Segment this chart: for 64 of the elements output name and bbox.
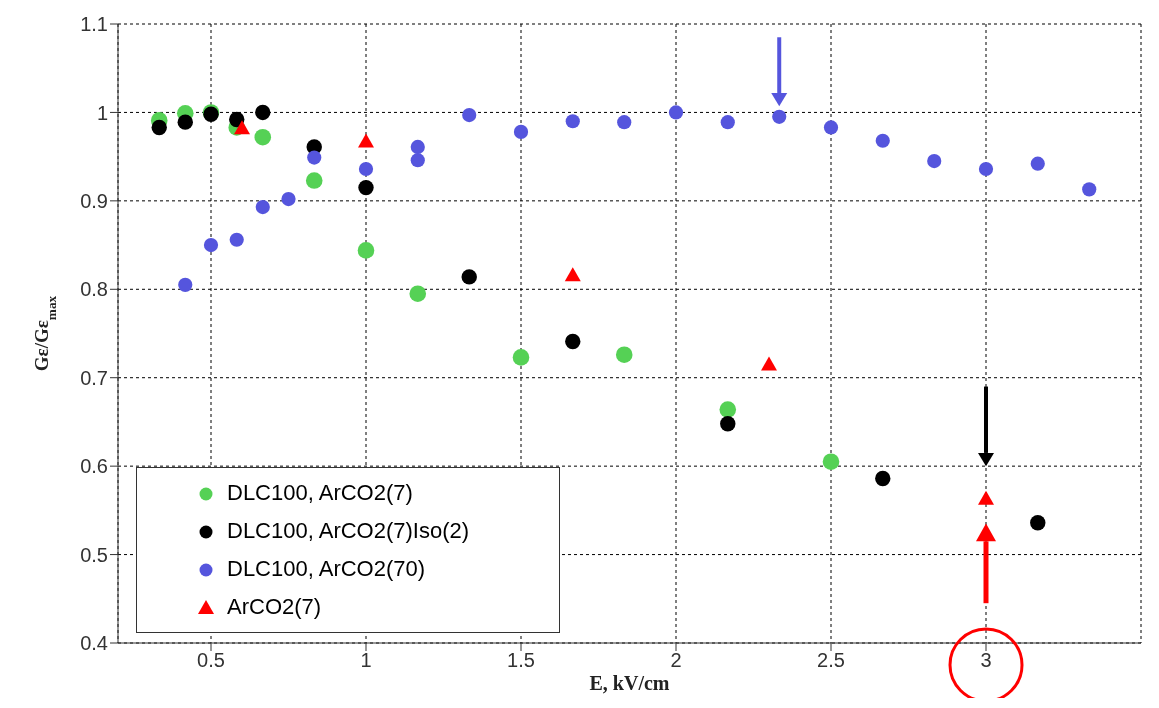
point <box>512 349 530 366</box>
point <box>410 139 425 155</box>
point <box>409 285 427 303</box>
point <box>565 333 581 350</box>
y-tick-label: 1.1 <box>80 13 108 36</box>
legend-label: DLC100, ArCO2(7) <box>227 480 413 506</box>
point <box>615 346 633 364</box>
point <box>823 120 839 135</box>
x-tick-label: 1 <box>360 649 372 672</box>
x-tick-label: 0.5 <box>197 649 225 672</box>
point <box>564 267 581 282</box>
legend-label: DLC100, ArCO2(70) <box>227 556 426 582</box>
y-tick-label: 0.9 <box>80 189 108 212</box>
legend-label: ArCO2(7) <box>227 594 322 620</box>
point <box>229 111 245 128</box>
y-tick-label: 0.6 <box>80 455 108 478</box>
point <box>151 119 167 136</box>
point <box>229 232 244 247</box>
point <box>719 401 737 418</box>
point <box>875 470 891 487</box>
point <box>1030 515 1046 531</box>
point <box>234 120 250 135</box>
y-tick-label: 0.4 <box>80 632 108 655</box>
point <box>617 115 632 130</box>
point <box>178 277 193 292</box>
point <box>462 107 477 123</box>
point <box>461 269 477 285</box>
point <box>927 153 942 169</box>
x-axis-title: E, kV/cm <box>589 672 670 694</box>
y-tick-label: 1 <box>96 101 108 124</box>
point <box>668 105 684 120</box>
point <box>513 124 529 139</box>
point <box>281 191 296 207</box>
point <box>978 161 994 177</box>
y-tick-label: 0.7 <box>80 366 108 389</box>
point <box>1030 156 1045 171</box>
point <box>254 128 272 146</box>
y-tick-label: 0.5 <box>80 543 108 566</box>
point <box>565 114 580 129</box>
point <box>720 416 736 432</box>
point <box>1082 182 1097 197</box>
point <box>761 356 777 371</box>
x-tick-label: 3 <box>980 649 992 672</box>
point <box>875 133 890 148</box>
point <box>358 133 374 148</box>
x-tick-label: 2.5 <box>817 649 845 672</box>
x-tick-label: 1.5 <box>507 649 535 672</box>
point <box>255 199 270 215</box>
point <box>720 115 735 130</box>
y-tick-label: 0.8 <box>80 278 108 301</box>
point <box>358 179 374 196</box>
point <box>357 242 375 259</box>
point <box>772 109 787 124</box>
point <box>307 150 322 165</box>
point <box>255 104 271 121</box>
point <box>203 237 219 253</box>
point <box>978 490 994 505</box>
point <box>358 161 374 177</box>
point <box>305 172 323 189</box>
x-tick-label: 2 <box>670 649 682 672</box>
legend-label: DLC100, ArCO2(7)Iso(2) <box>227 518 470 544</box>
point <box>822 453 840 471</box>
point <box>177 114 193 130</box>
point <box>410 153 425 168</box>
